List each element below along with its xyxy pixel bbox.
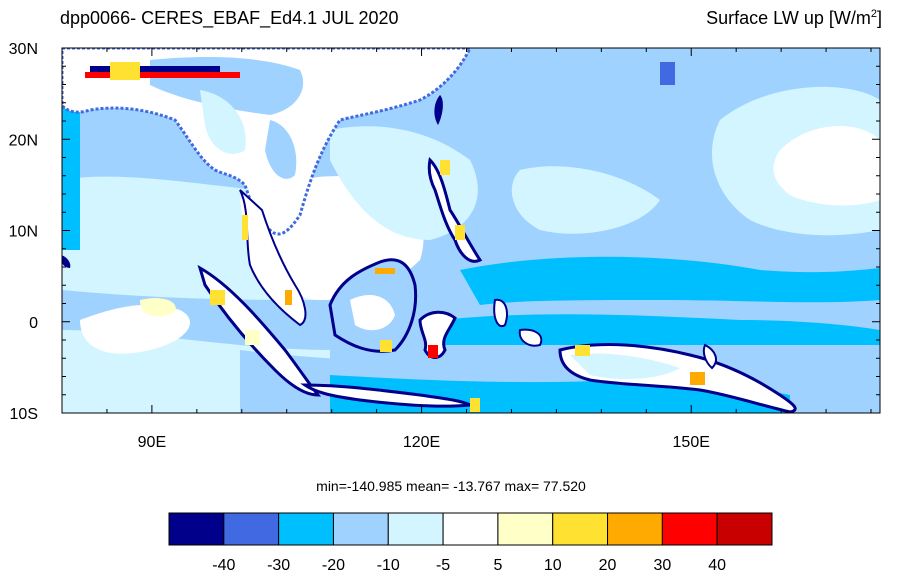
colorbar-label: 20 xyxy=(599,557,617,574)
field-region xyxy=(460,256,880,305)
colorbar-label: -5 xyxy=(436,557,450,574)
colorbar-swatch xyxy=(278,512,334,546)
colorbar-label: -20 xyxy=(322,557,345,574)
field-region xyxy=(90,66,220,72)
field-region xyxy=(570,353,680,380)
field-region xyxy=(110,62,140,80)
variable-title: Surface LW up [W/m2] xyxy=(706,8,882,29)
field-region xyxy=(350,295,395,331)
colorbar-swatch xyxy=(223,512,280,546)
lat-tick-label: 20N xyxy=(9,132,38,149)
field-region xyxy=(575,345,590,356)
land-taiwan xyxy=(434,95,443,125)
field-region xyxy=(375,268,395,274)
field-region xyxy=(285,290,292,305)
colorbar-label: 40 xyxy=(708,557,726,574)
field-region xyxy=(265,120,297,179)
colorbar-swatch xyxy=(552,512,609,546)
colorbar-label: -40 xyxy=(212,557,235,574)
colorbar-swatch xyxy=(497,512,554,546)
colorbar-label: -30 xyxy=(267,557,290,574)
coastline xyxy=(62,48,472,236)
variable-title-main: Surface LW up [W/m xyxy=(706,8,871,28)
lat-tick-label: 10N xyxy=(9,224,38,241)
field-region xyxy=(242,215,248,240)
colorbar-swatch xyxy=(442,512,499,546)
field-region xyxy=(428,345,438,358)
field-region xyxy=(440,160,450,175)
unit-exponent: 2 xyxy=(870,8,877,20)
colorbar: -40 -30 -20 -10 -5 5 10 20 30 40 xyxy=(168,512,773,574)
field-region xyxy=(245,330,260,345)
field-region xyxy=(690,372,705,385)
map-field xyxy=(62,48,880,413)
colorbar-swatch xyxy=(168,512,225,546)
axis-tick-labels: 30N 20N 10N 0 10S 90E 120E 150E xyxy=(9,41,710,451)
land-philippines xyxy=(427,156,483,263)
field-region xyxy=(660,62,675,85)
land-sri-lanka xyxy=(62,255,71,268)
colorbar-swatch xyxy=(661,512,718,546)
lat-tick-label: 10S xyxy=(10,406,38,423)
field-region xyxy=(470,398,480,412)
field-region xyxy=(773,126,880,206)
field-region xyxy=(62,90,80,250)
land-maluku xyxy=(493,298,508,328)
colorbar-swatch xyxy=(716,512,773,546)
colorbar-swatch xyxy=(607,512,663,546)
axis-ticks xyxy=(62,48,880,413)
lon-tick-label: 150E xyxy=(673,434,710,451)
field-region xyxy=(210,290,225,305)
land-island xyxy=(518,328,543,347)
statistics-summary: min=-140.985 mean= -13.767 max= 77.520 xyxy=(316,478,586,494)
field-region xyxy=(511,166,660,234)
field-region xyxy=(85,72,240,78)
colorbar-label: 10 xyxy=(544,557,562,574)
field-region xyxy=(140,298,176,317)
colorbar-label: 5 xyxy=(493,557,502,574)
variable-title-end: ] xyxy=(876,8,882,28)
colorbar-label: -10 xyxy=(377,557,400,574)
field-region xyxy=(455,225,465,240)
field-region xyxy=(80,304,190,354)
colorbar-swatch xyxy=(387,512,444,546)
field-region xyxy=(380,340,392,352)
land-island xyxy=(702,343,717,370)
plot-title: dpp0066- CERES_EBAF_Ed4.1 JUL 2020 xyxy=(60,8,399,28)
field-region xyxy=(200,90,246,154)
colorbar-swatch xyxy=(332,512,389,546)
lat-tick-label: 30N xyxy=(9,41,38,58)
colorbar-label: 30 xyxy=(653,557,671,574)
lon-tick-label: 90E xyxy=(138,434,166,451)
lon-tick-label: 120E xyxy=(403,434,440,451)
lat-tick-label: 0 xyxy=(29,315,38,332)
field-region xyxy=(440,314,880,345)
land-indochina xyxy=(62,48,470,235)
